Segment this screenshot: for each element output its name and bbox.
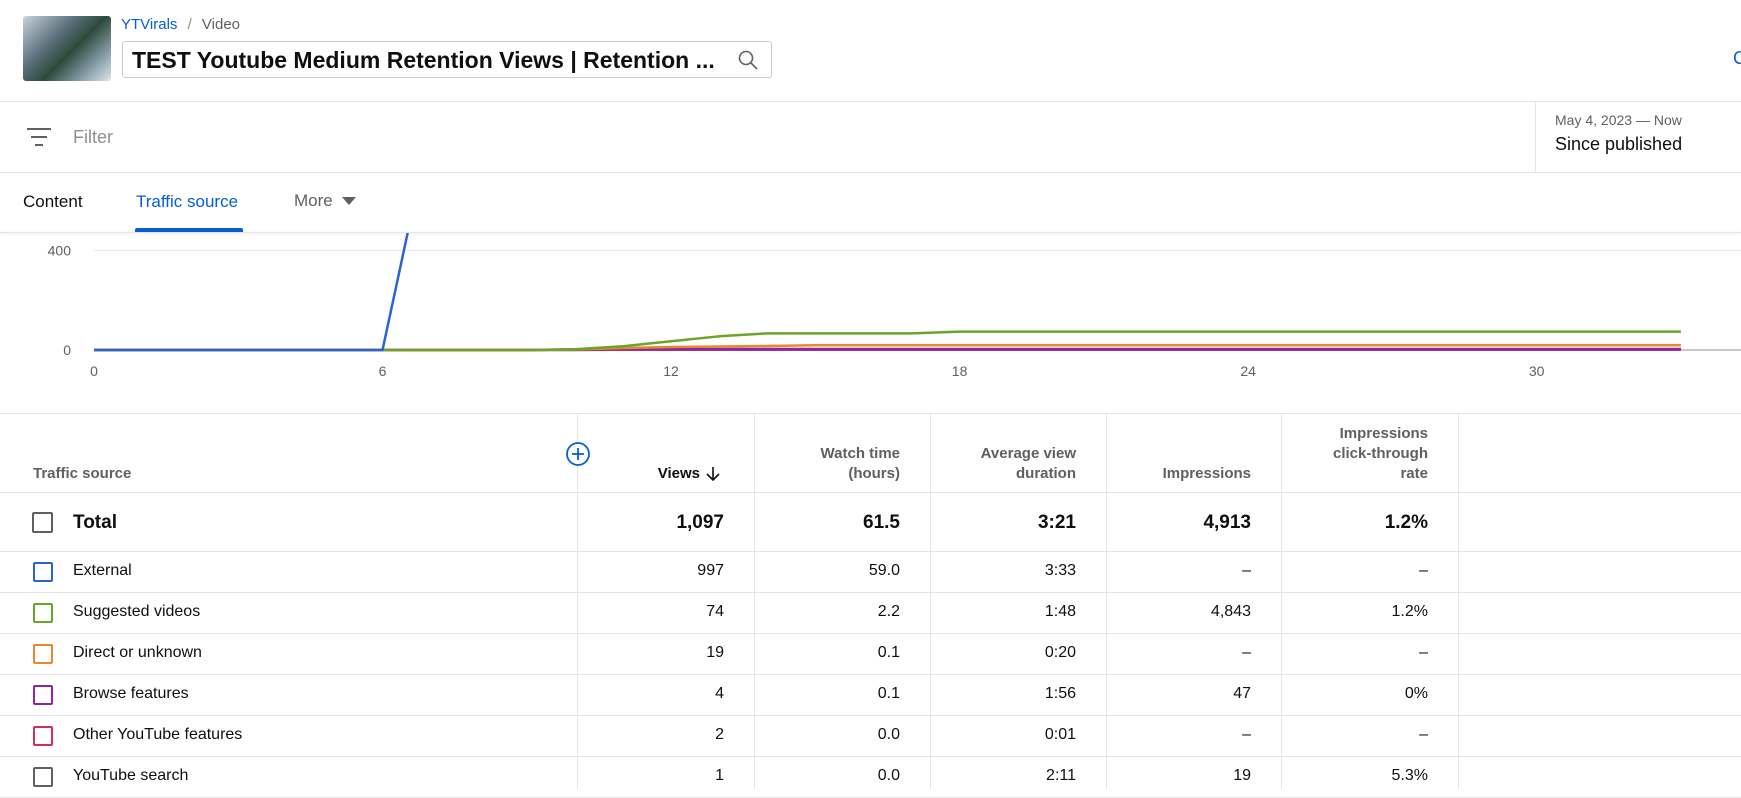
table-cell: 19 <box>706 644 724 662</box>
table-cell: 4 <box>715 685 724 703</box>
checkbox[interactable] <box>33 644 53 664</box>
table-cell: – <box>1419 562 1428 580</box>
table-cell: 0.0 <box>878 767 900 785</box>
table-cell: 1.2% <box>1385 512 1428 534</box>
table-cell: – <box>1242 726 1251 744</box>
table-cell: 3:21 <box>1038 512 1076 534</box>
series-line <box>94 332 1681 350</box>
x-tick-label: 12 <box>663 363 679 379</box>
column-header[interactable]: Impressions click-through rate <box>1328 424 1428 484</box>
row-divider <box>0 756 1741 757</box>
checkbox[interactable] <box>33 726 53 746</box>
column-header: Traffic source <box>33 464 131 484</box>
divider <box>0 413 1741 414</box>
column-header[interactable]: Views <box>620 464 700 484</box>
checkbox[interactable] <box>33 767 53 787</box>
table-cell: – <box>1242 644 1251 662</box>
x-tick-label: 24 <box>1240 363 1256 379</box>
table-cell: 0:01 <box>1045 726 1076 744</box>
checkbox[interactable] <box>33 685 53 705</box>
table-cell: 4,843 <box>1211 603 1251 621</box>
column-divider <box>1106 414 1107 789</box>
table-cell: 4,913 <box>1203 512 1251 534</box>
row-label: Total <box>73 512 117 534</box>
add-metric-button[interactable] <box>565 441 591 467</box>
checkbox[interactable] <box>32 512 53 533</box>
table-cell: 47 <box>1233 685 1251 703</box>
table-cell: 1.2% <box>1392 603 1428 621</box>
table-cell: 2.2 <box>878 603 900 621</box>
row-divider <box>0 674 1741 675</box>
table-cell: 5.3% <box>1392 767 1428 785</box>
row-divider <box>0 592 1741 593</box>
table-cell: 2 <box>715 726 724 744</box>
row-divider <box>0 492 1741 493</box>
checkbox[interactable] <box>33 562 53 582</box>
row-divider <box>0 715 1741 716</box>
x-tick-label: 6 <box>379 363 387 379</box>
series-line <box>94 102 1681 350</box>
column-header[interactable]: Watch time (hours) <box>805 444 900 484</box>
table-cell: – <box>1242 562 1251 580</box>
y-tick-label: 400 <box>48 242 72 258</box>
y-tick-label: 0 <box>63 342 71 358</box>
plot-lines <box>94 102 1681 350</box>
row-divider <box>0 551 1741 552</box>
column-header[interactable]: Impressions <box>1151 464 1251 484</box>
table-cell: – <box>1419 726 1428 744</box>
checkbox[interactable] <box>33 603 53 623</box>
table-cell: 2:11 <box>1046 767 1076 785</box>
table-cell: – <box>1419 644 1428 662</box>
x-tick-label: 0 <box>90 363 98 379</box>
table-cell: 1 <box>715 767 724 785</box>
table-cell: 0% <box>1405 685 1428 703</box>
row-label: Direct or unknown <box>73 644 202 662</box>
table-cell: 3:33 <box>1045 562 1076 580</box>
column-divider <box>577 414 578 789</box>
x-tick-label: 18 <box>952 363 968 379</box>
x-tick-label: 30 <box>1529 363 1545 379</box>
column-divider <box>930 414 931 789</box>
table-cell: 1:56 <box>1045 685 1076 703</box>
column-divider <box>1281 414 1282 789</box>
table-cell: 61.5 <box>863 512 900 534</box>
row-label: Suggested videos <box>73 603 200 621</box>
row-label: Other YouTube features <box>73 726 242 744</box>
table-cell: 59.0 <box>869 562 900 580</box>
row-label: YouTube search <box>73 767 188 785</box>
column-divider <box>1458 414 1459 789</box>
row-divider <box>0 633 1741 634</box>
table-cell: 0.1 <box>878 644 900 662</box>
column-header[interactable]: Average view duration <box>966 444 1076 484</box>
table-cell: 1,097 <box>676 512 724 534</box>
table-cell: 0:20 <box>1045 644 1076 662</box>
chart: 0 400 0 6 12 18 24 30 <box>0 0 1741 414</box>
table-cell: 74 <box>706 603 724 621</box>
sort-arrow[interactable] <box>705 465 721 483</box>
table-cell: 0.0 <box>878 726 900 744</box>
column-divider <box>754 414 755 789</box>
table-cell: 0.1 <box>878 685 900 703</box>
table-cell: 1:48 <box>1045 603 1076 621</box>
row-label: External <box>73 562 132 580</box>
table-cell: 997 <box>697 562 724 580</box>
table-cell: 19 <box>1233 767 1251 785</box>
row-label: Browse features <box>73 685 189 703</box>
